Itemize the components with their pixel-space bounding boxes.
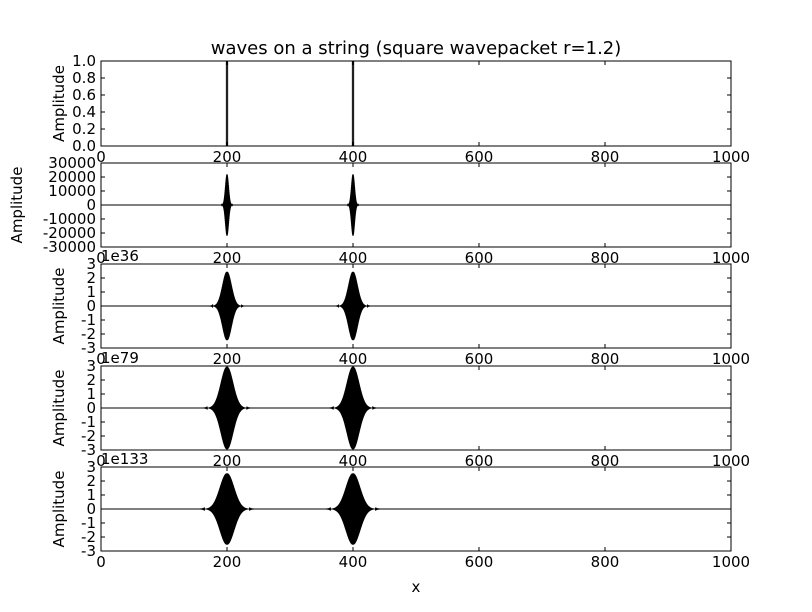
x-tick-label: 0 xyxy=(96,249,106,267)
y-tick-label: 0 xyxy=(86,297,96,315)
x-tick-label: 800 xyxy=(591,553,620,571)
y-tick-label: 10000 xyxy=(48,182,96,200)
x-tick-label: 800 xyxy=(591,452,620,470)
x-tick-label: 400 xyxy=(339,452,368,470)
y-tick-label: -1 xyxy=(81,514,96,532)
y-tick-label: 0 xyxy=(86,399,96,417)
y-tick-label: 20000 xyxy=(48,168,96,186)
y-axis-label: Amplitude xyxy=(8,167,26,244)
x-tick-label: 600 xyxy=(465,148,494,166)
y-tick-label: 0.0 xyxy=(72,137,96,155)
y-tick-label: 2 xyxy=(86,269,96,287)
x-tick-label: 400 xyxy=(339,249,368,267)
y-tick-label: -3 xyxy=(81,542,96,560)
chart-title: waves on a string (square wavepacket r=1… xyxy=(211,38,622,59)
x-tick-label: 1000 xyxy=(712,350,750,368)
y-axis-label: Amplitude xyxy=(50,268,68,345)
x-tick-label: 800 xyxy=(591,249,620,267)
y-tick-label: 0.8 xyxy=(72,69,96,87)
wave-series-2 xyxy=(101,174,731,236)
y-tick-label: 3 xyxy=(86,357,96,375)
y-tick-label: -2 xyxy=(81,325,96,343)
x-tick-label: 400 xyxy=(339,148,368,166)
x-tick-label: 400 xyxy=(339,553,368,571)
x-tick-label: 200 xyxy=(213,553,242,571)
y-tick-label: 30000 xyxy=(48,154,96,172)
offset-label: 1e79 xyxy=(101,349,139,367)
x-tick-label: 1000 xyxy=(712,249,750,267)
y-tick-label: 1 xyxy=(86,486,96,504)
subplots: 0 200 400 600 800 10000.00.20.40.60.81.0Ampli… xyxy=(8,52,750,571)
y-tick-label: -3 xyxy=(81,339,96,357)
subplot-1: 0 200 400 600 800 1000 0.00.20.40.60.81.0Ampli… xyxy=(50,52,750,166)
y-tick-label: 1.0 xyxy=(72,52,96,70)
y-tick-label: 0.6 xyxy=(72,86,96,104)
y-tick-label: -1 xyxy=(81,413,96,431)
x-tick-label: 600 xyxy=(465,553,494,571)
y-tick-label: -20000 xyxy=(43,224,96,242)
x-tick-label: 1000 xyxy=(712,452,750,470)
y-axis-label: Amplitude xyxy=(50,65,68,142)
x-tick-label: 0 xyxy=(96,148,106,166)
y-tick-label: 1 xyxy=(86,283,96,301)
y-tick-label: 0 xyxy=(86,196,96,214)
x-axis-label: x xyxy=(412,578,421,596)
axes-frame-1 xyxy=(100,60,732,147)
wave-series-3 xyxy=(101,271,731,341)
x-tick-label: 200 xyxy=(213,249,242,267)
wave-series-1 xyxy=(101,61,731,146)
x-tick-label: 200 xyxy=(213,350,242,368)
x-tick-label: 600 xyxy=(465,452,494,470)
x-tick-label: 200 xyxy=(213,452,242,470)
offset-label: 1e36 xyxy=(101,247,139,265)
x-tick-label: 1000 xyxy=(712,148,750,166)
x-tick-label: 200 xyxy=(213,148,242,166)
y-tick-label: 1 xyxy=(86,385,96,403)
x-tick-label: 800 xyxy=(591,148,620,166)
y-tick-label: -10000 xyxy=(43,210,96,228)
x-tick-label: 0 xyxy=(96,553,106,571)
x-tick-label: 0 xyxy=(96,350,106,368)
x-tick-label: 400 xyxy=(339,350,368,368)
y-tick-label: 3 xyxy=(86,255,96,273)
subplot-2: 0 200 400 600 800 1000-30000-20000-1000001000… xyxy=(8,154,750,267)
y-tick-label: 0.4 xyxy=(72,103,96,121)
x-tick-label: 0 xyxy=(96,452,106,470)
x-tick-label: 600 xyxy=(465,350,494,368)
wave-series-4 xyxy=(101,366,731,450)
x-tick-label: 1000 xyxy=(712,553,750,571)
y-tick-label: 3 xyxy=(86,458,96,476)
y-tick-label: 2 xyxy=(86,371,96,389)
y-tick-label: 0.2 xyxy=(72,120,96,138)
offset-label: 1e133 xyxy=(101,450,148,468)
x-tick-label: 800 xyxy=(591,350,620,368)
wave-series-5 xyxy=(101,473,731,545)
y-axis-label: Amplitude xyxy=(50,471,68,548)
y-tick-label: -2 xyxy=(81,528,96,546)
y-axis-label: Amplitude xyxy=(50,370,68,447)
y-tick-label: -3 xyxy=(81,441,96,459)
y-tick-label: -30000 xyxy=(43,238,96,256)
y-tick-label: -1 xyxy=(81,311,96,329)
y-tick-label: 0 xyxy=(86,500,96,518)
x-tick-label: 600 xyxy=(465,249,494,267)
y-tick-label: -2 xyxy=(81,427,96,445)
y-tick-label: 2 xyxy=(86,472,96,490)
